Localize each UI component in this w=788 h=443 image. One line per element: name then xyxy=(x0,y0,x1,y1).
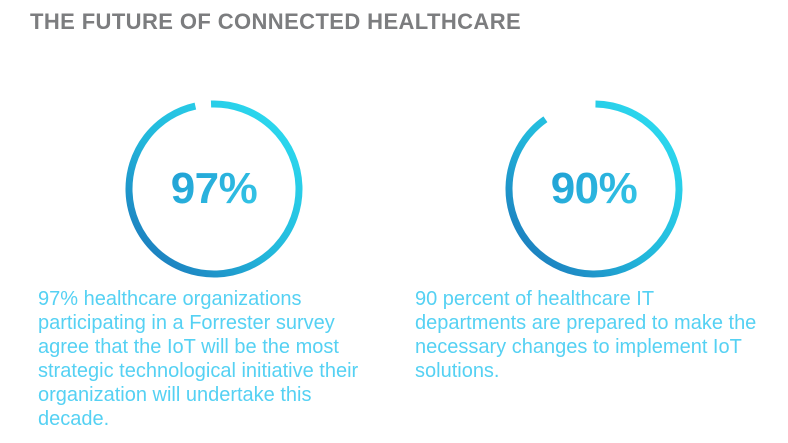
percent-label-90: 90% xyxy=(505,100,683,278)
stat-description-97: 97% healthcare organizations participati… xyxy=(38,288,359,430)
percent-label-97: 97% xyxy=(125,100,303,278)
donut-chart-97: 97% xyxy=(125,100,303,278)
donut-ring-97-svg xyxy=(125,100,303,278)
donut-chart-90: 90% xyxy=(505,100,683,278)
page-title: THE FUTURE OF CONNECTED HEALTHCARE xyxy=(30,9,522,34)
donut-ring-90-svg xyxy=(505,100,683,278)
donut-arc-90 xyxy=(505,100,683,278)
stat-description-90: 90 percent of healthcare IT departments … xyxy=(415,288,757,382)
